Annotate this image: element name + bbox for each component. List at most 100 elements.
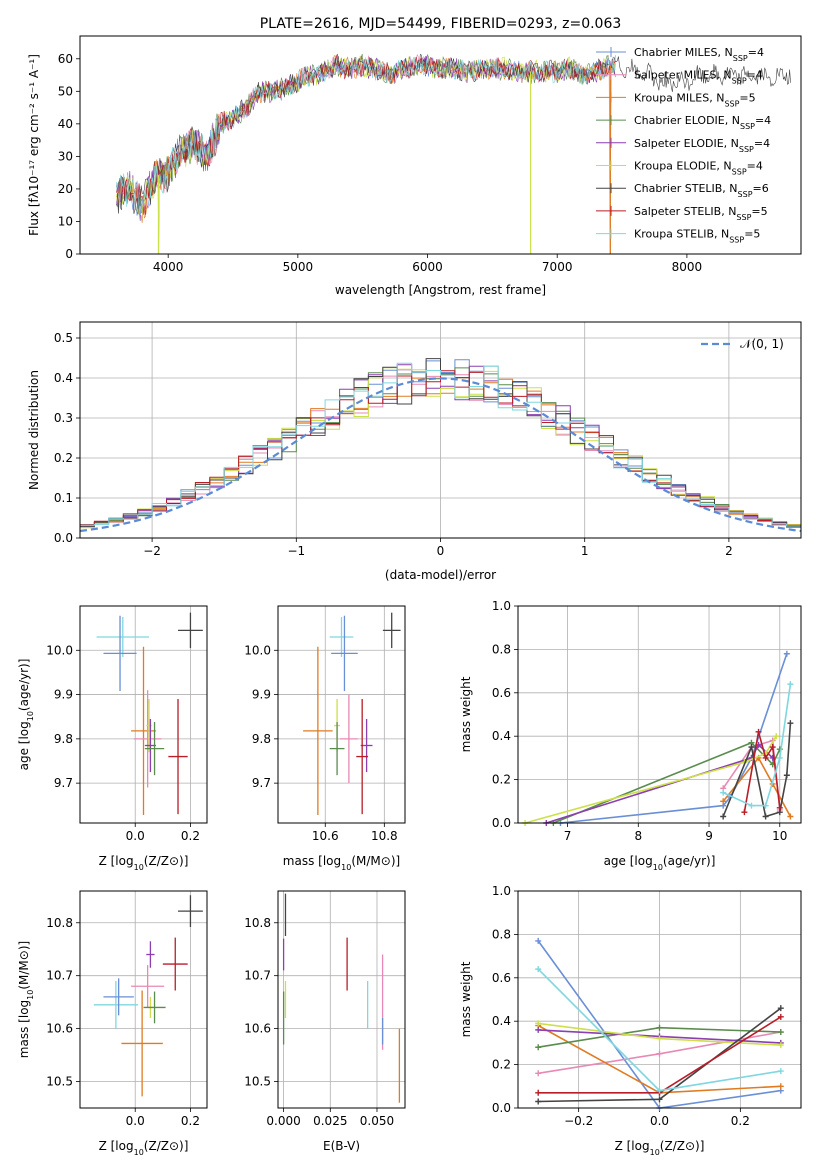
error-bar-point [146,941,155,968]
x-tick-label: −1 [287,544,305,558]
x-tick-label: 0.2 [181,1114,200,1128]
legend-label: Salpeter MILES, N [634,69,732,82]
weight-marker [787,681,794,688]
x-axis-label-pre: mass [log [283,854,341,868]
y-axis-label: Flux [fλ10⁻¹⁷ erg cm⁻² s⁻¹ A⁻¹] [27,54,41,236]
weight-Z-frame [517,890,802,1109]
legend-entry: Chabrier MILES, NSSP=4 [634,46,764,63]
x-tick-label: 8 [634,829,642,843]
x-axis-label-post: (M/M⊙)] [351,854,400,868]
error-bar-point [329,722,345,776]
weight-marker [535,966,542,973]
x-tick-label: 0.2 [731,1114,750,1128]
y-tick-label: 10.6 [244,1022,271,1036]
y-tick-label: 10.5 [46,1075,73,1089]
y-tick-label: 0.2 [54,451,73,465]
y-tick-label: 0.2 [492,773,511,787]
y-tick-label: 0.3 [54,411,73,425]
x-axis-label-pre: age [log [604,854,653,868]
x-tick-label: 0.0 [650,1114,669,1128]
age-mass-frame [277,605,406,824]
x-tick-label: 4000 [153,260,184,274]
normal-curve [80,377,801,533]
x-axis-label-pre: Z [log [99,1139,134,1153]
y-axis-label-sub: 10 [26,990,35,1000]
legend-entry: Kroupa MILES, NSSP=5 [634,91,756,108]
y-tick-label: 30 [58,149,73,163]
x-axis-label: (data-model)/error [385,568,496,582]
y-tick-label: 0.8 [492,927,511,941]
x-axis-label: age [log10(age/yr)] [604,854,716,872]
x-tick-label: −0.2 [564,1114,593,1128]
error-bar-point [340,694,358,784]
weight-line [524,735,777,824]
mass-ebv-points [282,893,401,1103]
y-tick-label: 10.8 [46,916,73,930]
y-tick-label: 9.7 [252,776,271,790]
x-tick-label: 0 [437,544,445,558]
weight-marker [656,1024,663,1031]
x-axis-label-sub: 10 [653,863,663,872]
y-axis-label: mass weight [459,961,473,1037]
legend-entry: Chabrier ELODIE, NSSP=4 [634,114,771,131]
y-axis-label-post: (M/M⊙)] [17,941,31,990]
legend-entry: Salpeter MILES, NSSP=4 [634,69,763,86]
x-tick-label: 10.8 [371,829,398,843]
weight-marker [777,1042,784,1049]
weight-marker [787,720,794,727]
legend-tail: =4 [747,69,763,82]
error-bar-point [331,615,358,692]
x-tick-label: 6000 [412,260,443,274]
weight-line [560,653,788,824]
y-tick-label: 0 [65,247,73,261]
y-tick-label: 0.6 [492,686,511,700]
y-tick-label: 9.9 [54,688,73,702]
legend-label: Chabrier ELODIE, N [634,114,740,127]
x-axis-label-pre: Z [log [615,1139,650,1153]
legend-sub: SSP [736,212,751,221]
y-tick-label: 10 [58,214,73,228]
error-bar-point [329,617,354,657]
x-tick-label: 0.025 [313,1114,347,1128]
histogram-steps [80,358,801,533]
y-tick-label: 0.4 [492,1014,511,1028]
spectrum-line [116,53,616,215]
weight-age-frame [517,605,802,824]
x-tick-label: 5000 [283,260,314,274]
spectrum-line [116,53,616,215]
x-tick-label: 10.6 [312,829,339,843]
weight-marker [762,813,769,820]
y-tick-label: 10.8 [244,916,271,930]
weight-marker [720,813,727,820]
x-axis-label-post: (Z/Z⊙)] [144,854,189,868]
x-tick-label: 0.2 [181,829,200,843]
x-tick-label: 2 [725,544,733,558]
legend-entry: Kroupa STELIB, NSSP=5 [634,228,760,245]
weight-marker [656,1096,663,1103]
y-tick-label: 10.0 [244,643,271,657]
age-mass-points [303,612,401,816]
weight-marker [777,1005,784,1012]
legend-label: Salpeter STELIB, N [634,205,736,218]
mass-Z-panel: 0.0 0.210.510.610.710.8Z [log10(Z/Z⊙)]mas… [17,890,208,1157]
x-tick-label: 7 [564,829,572,843]
x-axis-label: wavelength [Angstrom, rest frame] [335,283,546,297]
legend-sub: SSP [729,235,744,244]
legend-label: Kroupa MILES, N [634,91,724,104]
legend-tail: =5 [751,205,767,218]
weight-marker [535,1070,542,1077]
x-tick-label: 0.050 [360,1114,394,1128]
weight-marker [787,813,794,820]
y-tick-label: 0.0 [54,531,73,545]
error-bar-point [131,965,165,1008]
y-tick-label: 0.0 [492,1101,511,1115]
legend-sub: SSP [740,122,755,131]
weight-Z-lines [535,937,784,1111]
weight-marker [776,804,783,811]
weight-marker [535,1098,542,1105]
x-tick-label: 8000 [672,260,703,274]
x-tick-label: 7000 [542,260,573,274]
legend-sub: SSP [738,190,753,199]
weight-marker [777,1029,784,1036]
